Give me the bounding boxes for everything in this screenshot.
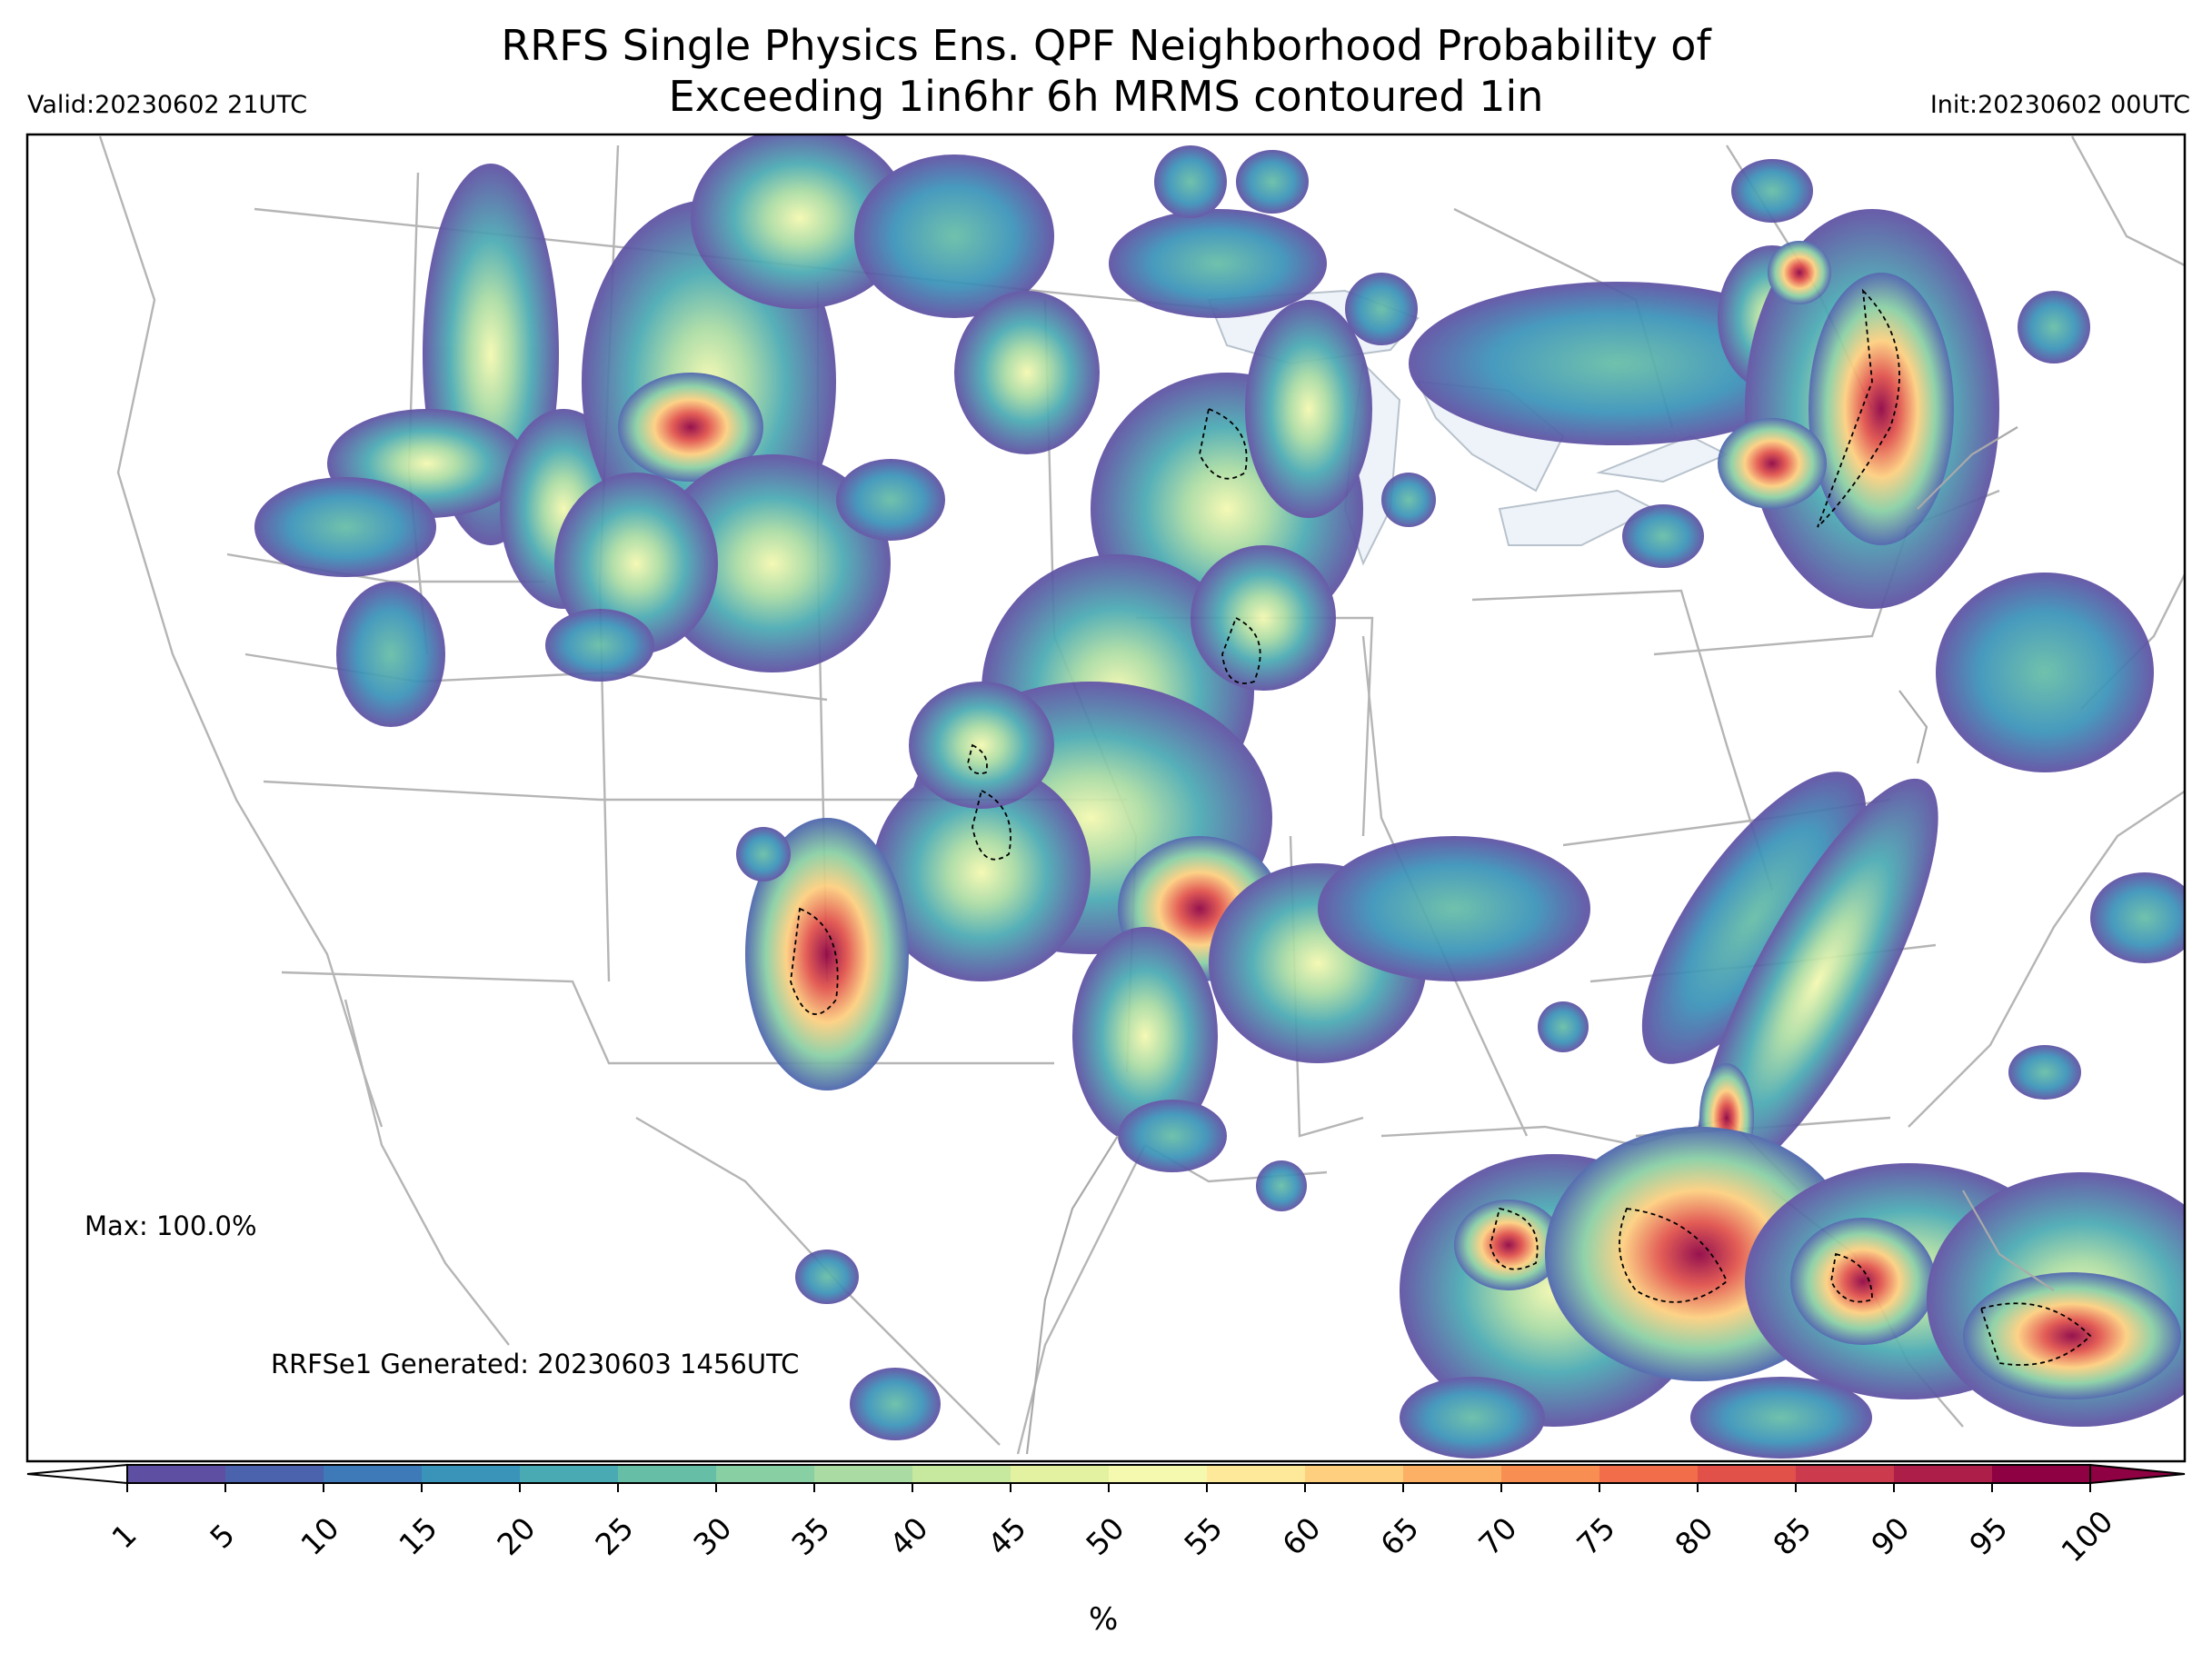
colorbar-segments <box>127 1465 2091 1483</box>
colorbar-tick-label: 20 <box>490 1509 543 1562</box>
colorbar-segment <box>1698 1465 1797 1483</box>
colorbar-tick-label: 75 <box>1569 1509 1622 1562</box>
colorbar-tick-label: 85 <box>1766 1509 1818 1562</box>
colorbar-segment <box>1501 1465 1600 1483</box>
colorbar-segment <box>1011 1465 1110 1483</box>
colorbar-segment <box>1992 1465 2091 1483</box>
colorbar-tick-label: 80 <box>1668 1509 1720 1562</box>
colorbar-tick-label: 50 <box>1079 1509 1131 1562</box>
colorbar-tick-label: 1 <box>104 1516 144 1556</box>
valid-time-label: Valid:20230602 21UTC <box>27 91 308 119</box>
colorbar-segment <box>814 1465 913 1483</box>
title-line-2: Exceeding 1in6hr 6h MRMS contoured 1in <box>668 72 1544 121</box>
colorbar-segment <box>127 1465 226 1483</box>
colorbar-segment <box>618 1465 717 1483</box>
map-frame <box>25 133 2187 1463</box>
colorbar-tick-label: 70 <box>1471 1509 1524 1562</box>
colorbar-tick-label: 60 <box>1275 1509 1328 1562</box>
mrms-contours <box>790 288 2092 1366</box>
coastlines <box>1025 426 2055 1455</box>
colorbar-segment <box>1109 1465 1208 1483</box>
colorbar-segment <box>225 1465 324 1483</box>
colorbar-segment <box>912 1465 1011 1483</box>
colorbar-segment <box>1403 1465 1502 1483</box>
colorbar-tick-label: 30 <box>686 1509 739 1562</box>
colorbar-tick-label: 45 <box>981 1509 1033 1562</box>
colorbar-tick-label: 25 <box>588 1509 641 1562</box>
colorbar-tick-label: 100 <box>2053 1502 2120 1569</box>
colorbar-tick-label: 5 <box>202 1516 242 1556</box>
colorbar-units-label: % <box>1089 1601 1119 1638</box>
colorbar <box>26 1463 2186 1492</box>
colorbar-tick-label: 55 <box>1177 1509 1230 1562</box>
colorbar-tick-label: 65 <box>1373 1509 1426 1562</box>
colorbar-tick-label: 95 <box>1962 1509 2015 1562</box>
colorbar-tick-label: 40 <box>882 1509 935 1562</box>
colorbar-segment <box>716 1465 815 1483</box>
colorbar-tick-label: 10 <box>294 1509 346 1562</box>
max-value-label: Max: 100.0% <box>85 1210 257 1241</box>
probability-field <box>254 134 2185 1459</box>
colorbar-tick-marks <box>126 1483 2091 1492</box>
colorbar-segment <box>1207 1465 1306 1483</box>
probability-map <box>25 133 2187 1463</box>
colorbar-segment <box>1796 1465 1895 1483</box>
colorbar-over-arrow <box>2089 1463 2186 1485</box>
colorbar-segment <box>422 1465 521 1483</box>
init-time-label: Init:20230602 00UTC <box>1929 91 2190 119</box>
colorbar-segment <box>1894 1465 1993 1483</box>
map-title: RRFS Single Physics Ens. QPF Neighborhoo… <box>0 20 2212 122</box>
colorbar-segment <box>324 1465 423 1483</box>
generated-label: RRFSe1 Generated: 20230603 1456UTC <box>271 1349 800 1379</box>
colorbar-tick-label: 35 <box>784 1509 837 1562</box>
colorbar-tick-label: 15 <box>392 1509 444 1562</box>
colorbar-segment <box>520 1465 619 1483</box>
colorbar-under-arrow <box>26 1463 128 1485</box>
colorbar-segment <box>1305 1465 1404 1483</box>
colorbar-tick-label: 90 <box>1864 1509 1917 1562</box>
colorbar-segment <box>1599 1465 1699 1483</box>
title-line-1: RRFS Single Physics Ens. QPF Neighborhoo… <box>501 21 1711 70</box>
